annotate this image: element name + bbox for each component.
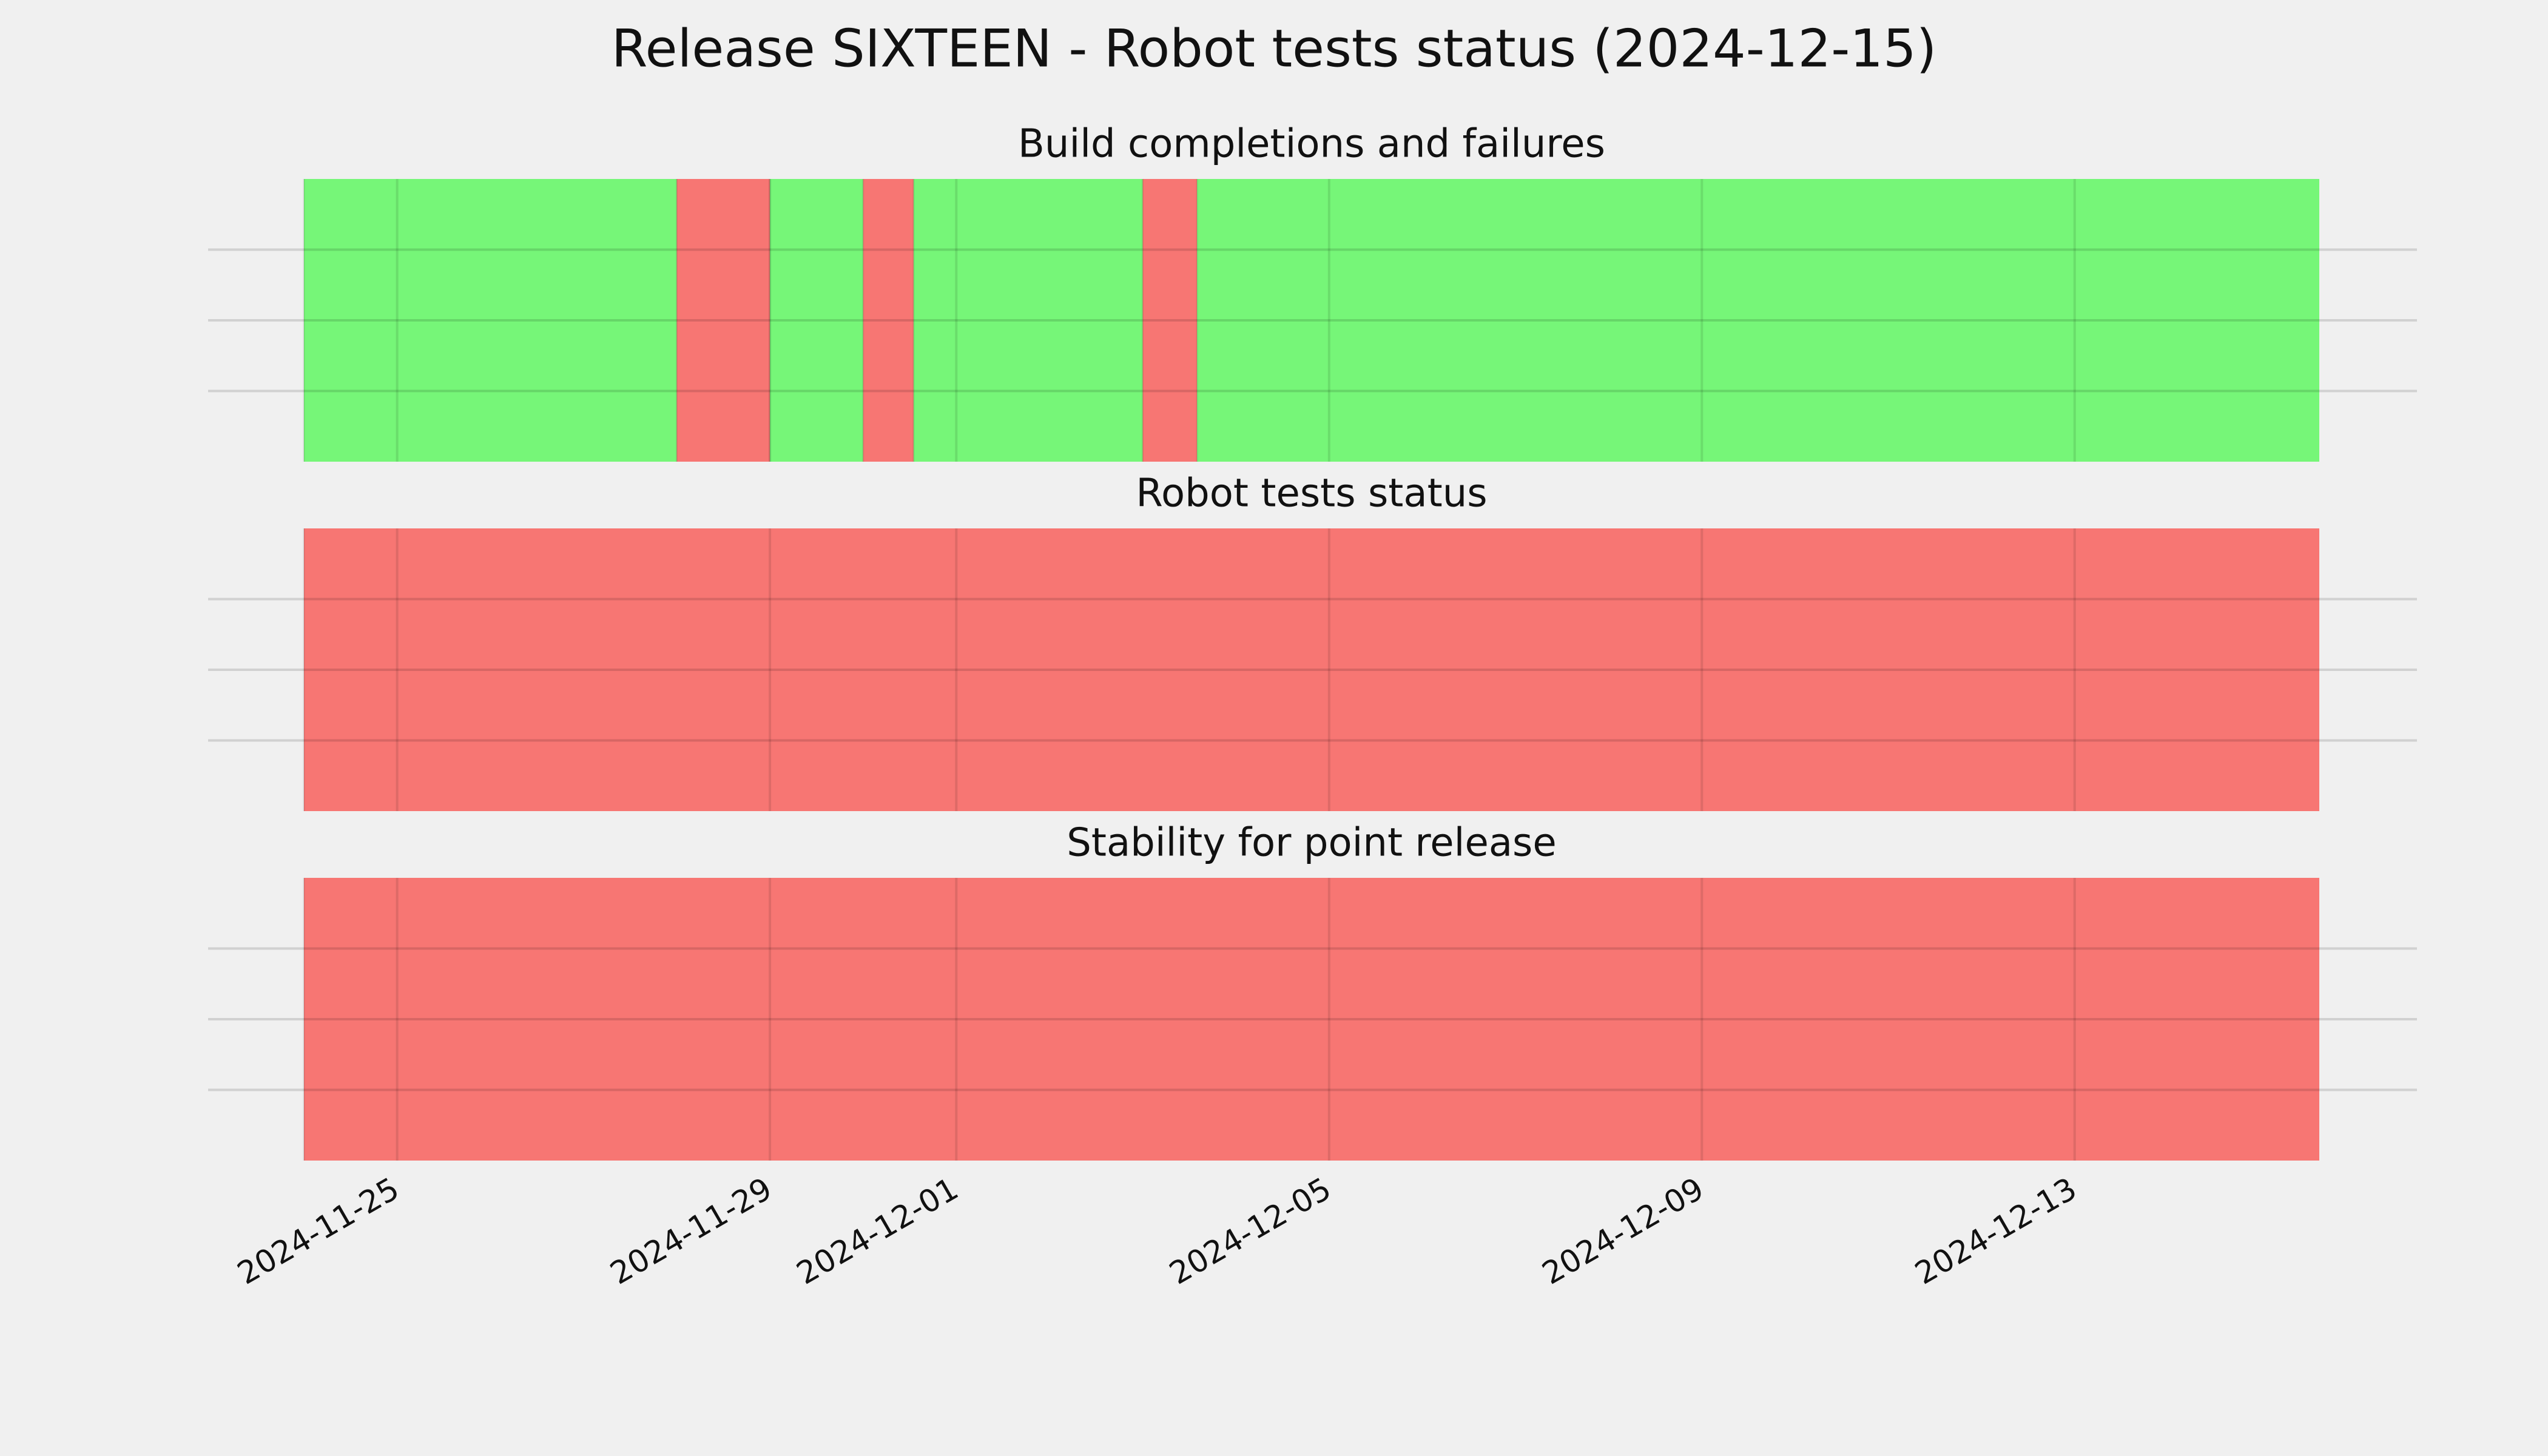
status-span [1197,179,2319,462]
panel-title: Build completions and failures [1018,122,1605,167]
status-span [1142,179,1198,462]
status-span [863,179,914,462]
status-span [770,179,863,462]
status-span [913,179,1143,462]
status-span [676,179,770,462]
status-span [304,179,677,462]
panel-title: Robot tests status [1136,471,1487,516]
status-span [304,878,2319,1161]
figure-title: Release SIXTEEN - Robot tests status (20… [612,18,1937,79]
status-span [304,528,2319,811]
panel-title: Stability for point release [1067,821,1557,866]
